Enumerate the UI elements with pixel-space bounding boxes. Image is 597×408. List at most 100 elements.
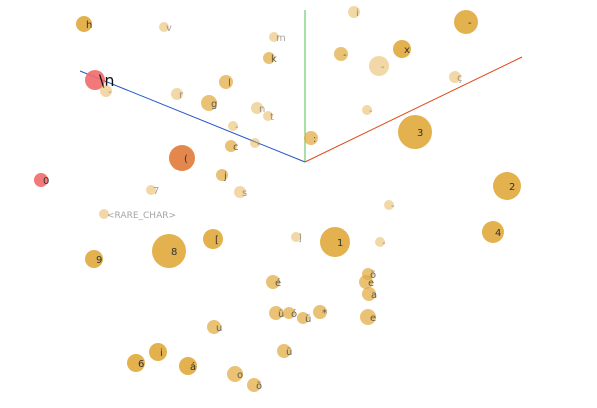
- embedding-point[interactable]: 3: [398, 115, 432, 149]
- point-marker[interactable]: [149, 343, 167, 361]
- point-marker[interactable]: [225, 140, 237, 152]
- point-marker[interactable]: [398, 115, 432, 149]
- point-marker[interactable]: [360, 309, 376, 325]
- point-marker[interactable]: [277, 344, 291, 358]
- embedding-point[interactable]: 8: [152, 234, 186, 268]
- embedding-point[interactable]: -: [384, 200, 395, 212]
- point-marker[interactable]: [393, 40, 411, 58]
- embedding-point[interactable]: á: [179, 357, 197, 375]
- point-marker[interactable]: [482, 221, 504, 243]
- point-marker[interactable]: [100, 85, 112, 97]
- point-marker[interactable]: [493, 172, 521, 200]
- embedding-point[interactable]: \n: [85, 70, 115, 90]
- point-marker[interactable]: [99, 209, 109, 219]
- embedding-point[interactable]: 9: [85, 250, 103, 268]
- point-marker[interactable]: [247, 378, 261, 392]
- embedding-point[interactable]: e: [360, 309, 376, 325]
- embedding-point[interactable]: k: [263, 52, 277, 65]
- embedding-point[interactable]: -: [334, 47, 348, 61]
- embedding-point[interactable]: x: [393, 40, 411, 58]
- embedding-point[interactable]: -: [362, 105, 373, 117]
- point-marker[interactable]: [169, 145, 195, 171]
- embedding-point[interactable]: 1: [320, 227, 350, 257]
- point-marker[interactable]: [228, 121, 238, 131]
- point-marker[interactable]: [266, 275, 280, 289]
- point-marker[interactable]: [313, 305, 327, 319]
- point-marker[interactable]: [375, 237, 385, 247]
- embedding-point[interactable]: -: [375, 237, 386, 249]
- point-marker[interactable]: [251, 102, 263, 114]
- point-marker[interactable]: [269, 32, 279, 42]
- embedding-point[interactable]: ç: [449, 71, 463, 84]
- embedding-point[interactable]: -: [250, 138, 261, 150]
- point-marker[interactable]: [362, 287, 376, 301]
- point-marker[interactable]: [320, 227, 350, 257]
- point-marker[interactable]: [304, 131, 318, 145]
- point-marker[interactable]: [348, 6, 360, 18]
- embedding-point[interactable]: m: [269, 32, 286, 44]
- point-marker[interactable]: [219, 75, 233, 89]
- embedding-point[interactable]: <RARE_CHAR>: [99, 209, 176, 221]
- embedding-point[interactable]: 0: [34, 173, 49, 187]
- embedding-point[interactable]: a: [362, 287, 377, 301]
- embedding-point[interactable]: ]: [291, 232, 302, 244]
- embedding-point[interactable]: n: [251, 102, 265, 115]
- embedding-point[interactable]: s: [234, 186, 247, 199]
- embedding-point[interactable]: [: [203, 229, 223, 249]
- point-marker[interactable]: [234, 186, 246, 198]
- embedding-point[interactable]: 2: [493, 172, 521, 200]
- embedding-point[interactable]: u: [207, 320, 222, 334]
- embedding-point[interactable]: j: [216, 169, 228, 182]
- point-marker[interactable]: [454, 10, 478, 34]
- embedding-point[interactable]: i: [348, 6, 360, 19]
- point-marker[interactable]: [127, 354, 145, 372]
- point-marker[interactable]: [207, 320, 221, 334]
- point-marker[interactable]: [216, 169, 228, 181]
- embedding-point[interactable]: g: [201, 95, 217, 111]
- embedding-point[interactable]: h: [76, 16, 92, 32]
- point-marker[interactable]: [369, 56, 389, 76]
- embedding-point[interactable]: v: [159, 22, 172, 34]
- embedding-point[interactable]: o: [227, 366, 243, 382]
- point-marker[interactable]: [203, 229, 223, 249]
- point-marker[interactable]: [297, 312, 309, 324]
- embedding-point[interactable]: 4: [482, 221, 504, 243]
- embedding-point[interactable]: ü: [297, 312, 311, 325]
- point-marker[interactable]: [34, 173, 48, 187]
- point-marker[interactable]: [146, 185, 156, 195]
- embedding-point[interactable]: *: [313, 305, 327, 319]
- embedding-point[interactable]: 7: [146, 185, 159, 197]
- embedding-point[interactable]: -: [454, 10, 478, 34]
- point-marker[interactable]: [85, 70, 105, 90]
- point-marker[interactable]: [171, 88, 183, 100]
- point-marker[interactable]: [85, 250, 103, 268]
- point-marker[interactable]: [263, 52, 275, 64]
- point-marker[interactable]: [159, 22, 169, 32]
- point-marker[interactable]: [359, 275, 373, 289]
- embedding-point[interactable]: ü: [269, 306, 284, 320]
- point-marker[interactable]: [269, 306, 283, 320]
- embedding-point[interactable]: c: [225, 140, 239, 153]
- point-marker[interactable]: [362, 105, 372, 115]
- point-marker[interactable]: [152, 234, 186, 268]
- embedding-point[interactable]: r: [171, 88, 184, 101]
- point-marker[interactable]: [250, 138, 260, 148]
- point-marker[interactable]: [291, 232, 301, 242]
- embedding-point[interactable]: :: [304, 131, 318, 145]
- point-marker[interactable]: [76, 16, 92, 32]
- embedding-point[interactable]: -: [369, 56, 389, 76]
- point-marker[interactable]: [179, 357, 197, 375]
- point-marker[interactable]: [201, 95, 217, 111]
- embedding-point[interactable]: ó: [283, 307, 297, 320]
- embedding-point[interactable]: i: [149, 343, 167, 361]
- point-marker[interactable]: [384, 200, 394, 210]
- embedding-point[interactable]: ö: [247, 378, 262, 392]
- embedding-point[interactable]: 6: [127, 354, 145, 372]
- embedding-point[interactable]: e: [359, 275, 374, 289]
- point-marker[interactable]: [283, 307, 295, 319]
- embedding-point[interactable]: (: [169, 145, 195, 171]
- point-marker[interactable]: [334, 47, 348, 61]
- point-marker[interactable]: [449, 71, 461, 83]
